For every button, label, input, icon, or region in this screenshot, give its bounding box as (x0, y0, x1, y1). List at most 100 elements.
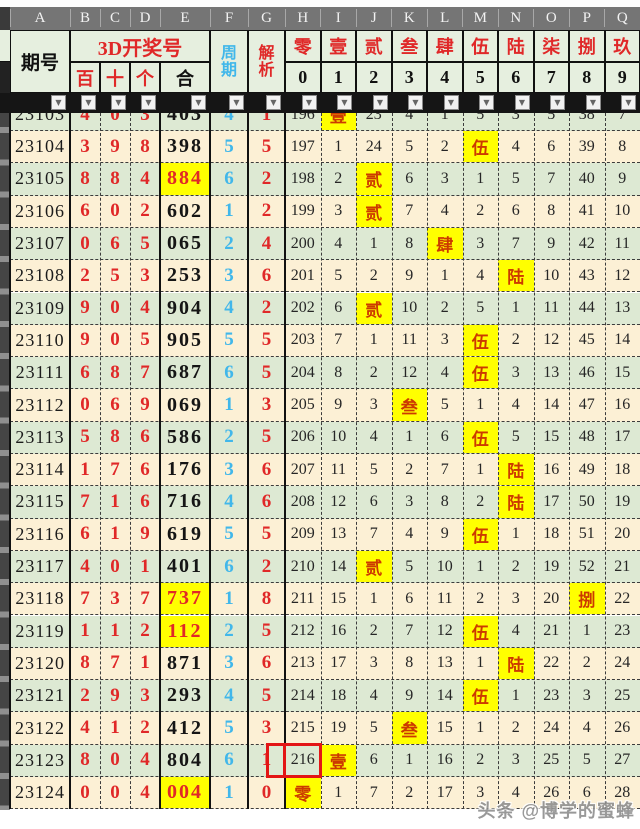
draw-digit-cell[interactable]: 4 (80, 717, 90, 739)
digit-track-cell[interactable]: 1 (511, 525, 520, 543)
sum-cell[interactable]: 871 (167, 651, 203, 674)
digit-track-cell[interactable]: 1 (476, 396, 485, 414)
digit-track-cell[interactable]: 3 (405, 492, 414, 510)
draw-digit-cell[interactable]: 2 (140, 200, 150, 222)
digit-track-cell[interactable]: 4 (334, 234, 343, 252)
digit-track-cell[interactable]: 4 (369, 686, 378, 704)
digit-track-cell[interactable]: 10 (401, 299, 418, 317)
digit-track-cell[interactable]: 1 (511, 686, 520, 704)
digit-track-cell[interactable]: 209 (290, 525, 315, 543)
digit-track-cell[interactable]: 23 (543, 686, 560, 704)
digit-track-cell[interactable]: 贰 (356, 292, 392, 324)
analysis-cell[interactable]: 5 (261, 523, 272, 545)
filter-dropdown-button[interactable]: ▼ (51, 95, 66, 110)
digit-track-cell[interactable]: 45 (578, 331, 595, 349)
digit-track-cell[interactable]: 2 (511, 557, 520, 575)
period-cell[interactable]: 23111 (15, 362, 65, 383)
digit-track-cell[interactable]: 7 (511, 234, 520, 252)
digit-track-cell[interactable]: 15 (614, 363, 631, 381)
digit-track-cell[interactable]: 52 (578, 557, 595, 575)
digit-track-cell[interactable]: 2 (369, 622, 378, 640)
draw-digit-cell[interactable]: 3 (140, 113, 150, 125)
digit-track-cell[interactable]: 22 (543, 654, 560, 672)
digit-track-cell[interactable]: 5 (369, 460, 378, 478)
header-digit-name-1[interactable]: 壹 (320, 30, 356, 62)
header-digit-name-4[interactable]: 肆 (427, 30, 463, 62)
digit-track-cell[interactable]: 24 (365, 137, 382, 155)
draw-digit-cell[interactable]: 5 (80, 426, 90, 448)
digit-track-cell[interactable]: 2 (405, 460, 414, 478)
sum-cell[interactable]: 904 (167, 296, 203, 319)
header-cycle[interactable]: 周期 (210, 30, 248, 93)
draw-digit-cell[interactable]: 1 (140, 555, 150, 577)
sum-cell[interactable]: 401 (167, 555, 203, 578)
digit-track-cell[interactable]: 214 (290, 686, 315, 704)
period-cell[interactable]: 23112 (15, 394, 65, 415)
digit-track-cell[interactable]: 2 (440, 137, 449, 155)
sum-cell[interactable]: 716 (167, 490, 203, 513)
digit-track-cell[interactable]: 24 (543, 719, 560, 737)
analysis-cell[interactable]: 2 (261, 200, 272, 222)
digit-track-cell[interactable]: 11 (614, 234, 630, 252)
column-letter-D[interactable]: D (139, 10, 151, 26)
digit-track-cell[interactable]: 3 (582, 686, 591, 704)
digit-track-cell[interactable]: 5 (440, 396, 449, 414)
column-letter-H[interactable]: H (297, 10, 309, 26)
period-cell[interactable]: 23113 (15, 426, 65, 447)
period-cell[interactable]: 23106 (15, 200, 65, 221)
digit-track-cell[interactable]: 46 (578, 363, 595, 381)
digit-track-cell[interactable]: 205 (290, 396, 315, 414)
sum-cell[interactable]: 004 (160, 777, 210, 809)
column-letter-O[interactable]: O (545, 10, 557, 26)
digit-track-cell[interactable]: 1 (334, 783, 343, 801)
cycle-cell[interactable]: 2 (224, 232, 234, 254)
digit-track-cell[interactable]: 3 (440, 331, 449, 349)
digit-track-cell[interactable]: 202 (290, 299, 315, 317)
period-cell[interactable]: 23117 (15, 556, 65, 577)
draw-digit-cell[interactable]: 9 (140, 523, 150, 545)
cycle-cell[interactable]: 2 (224, 620, 234, 642)
header-digit-name-8[interactable]: 捌 (569, 30, 605, 62)
draw-digit-cell[interactable]: 2 (80, 264, 90, 286)
digit-track-cell[interactable]: 15 (330, 589, 347, 607)
digit-track-cell[interactable]: 2 (369, 363, 378, 381)
digit-track-cell[interactable]: 206 (290, 428, 315, 446)
header-analysis[interactable]: 解析 (248, 30, 285, 93)
digit-track-cell[interactable]: 7 (369, 783, 378, 801)
digit-track-cell[interactable]: 44 (578, 299, 595, 317)
digit-track-cell[interactable]: 200 (290, 234, 315, 252)
digit-track-cell[interactable]: 6 (582, 783, 591, 801)
header-digit-name-5[interactable]: 伍 (462, 30, 498, 62)
period-cell[interactable]: 23124 (15, 782, 65, 803)
digit-track-cell[interactable]: 5 (334, 266, 343, 284)
header-digit-name-3[interactable]: 叁 (391, 30, 427, 62)
digit-track-cell[interactable]: 5 (582, 751, 591, 769)
cycle-cell[interactable]: 1 (224, 394, 234, 416)
digit-track-cell[interactable]: 12 (543, 331, 560, 349)
draw-digit-cell[interactable]: 4 (140, 167, 150, 189)
sum-cell[interactable]: 884 (160, 163, 210, 195)
analysis-cell[interactable]: 2 (261, 297, 272, 319)
draw-digit-cell[interactable]: 1 (110, 490, 120, 512)
column-letter-C[interactable]: C (109, 10, 120, 26)
draw-digit-cell[interactable]: 7 (140, 587, 150, 609)
digit-track-cell[interactable]: 8 (440, 492, 449, 510)
period-cell[interactable]: 23109 (15, 297, 65, 318)
digit-track-cell[interactable]: 1 (369, 234, 378, 252)
cycle-cell[interactable]: 5 (224, 523, 234, 545)
digit-track-cell[interactable]: 10 (330, 428, 347, 446)
digit-track-cell[interactable]: 8 (547, 202, 556, 220)
digit-track-cell[interactable]: 5 (369, 719, 378, 737)
analysis-cell[interactable]: 5 (261, 684, 272, 706)
digit-track-cell[interactable]: 陆 (498, 486, 534, 518)
digit-track-cell[interactable]: 14 (614, 331, 631, 349)
period-cell[interactable]: 23121 (15, 685, 65, 706)
digit-track-cell[interactable]: 20 (543, 589, 560, 607)
draw-digit-cell[interactable]: 6 (140, 458, 150, 480)
digit-track-cell[interactable]: 8 (334, 363, 343, 381)
draw-digit-cell[interactable]: 7 (110, 652, 120, 674)
column-letter-E[interactable]: E (180, 10, 190, 26)
digit-track-cell[interactable]: 12 (436, 622, 453, 640)
period-cell[interactable]: 23110 (15, 329, 65, 350)
draw-digit-cell[interactable]: 6 (80, 361, 90, 383)
